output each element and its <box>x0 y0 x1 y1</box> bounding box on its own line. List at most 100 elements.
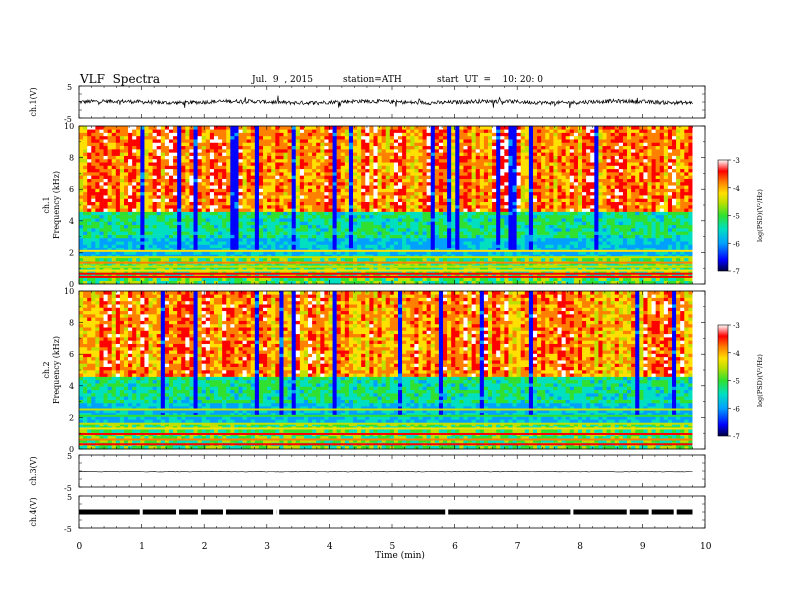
spectrogram-cell <box>267 270 272 275</box>
spectrogram-cell <box>308 205 313 209</box>
spectrogram-cell <box>189 208 194 212</box>
spectrogram-cell <box>434 135 440 140</box>
spectrogram-cell <box>393 172 399 176</box>
spectrogram-cell <box>79 149 84 153</box>
spectrogram-cell <box>87 218 92 222</box>
spectrogram-cell <box>471 211 477 216</box>
spectrogram-cell <box>373 155 378 160</box>
spectrogram-cell <box>271 244 276 249</box>
spectrogram-cell <box>250 277 256 282</box>
spectrogram-cell <box>271 241 276 245</box>
spectrogram-cell <box>189 178 194 183</box>
spectrogram-cell <box>148 221 153 226</box>
spectrogram-cell <box>91 208 96 212</box>
spectrogram-cell <box>201 224 207 229</box>
spectrogram-cell <box>123 178 129 183</box>
spectrogram-cell <box>418 168 423 173</box>
spectrogram-cell <box>406 132 411 137</box>
spectrogram-cell <box>332 241 337 245</box>
spectrogram-cell <box>197 201 202 206</box>
spectrogram-cell <box>463 132 468 137</box>
spectrogram-cell <box>463 145 468 150</box>
spectrogram-cell <box>443 195 448 199</box>
spectrogram-cell <box>156 149 162 153</box>
spectrogram-cell <box>263 237 268 242</box>
spectrogram-cell <box>287 277 292 282</box>
spectrogram-cell <box>119 211 125 216</box>
spectrogram-cell <box>185 155 190 160</box>
spectrogram-cell <box>91 139 96 143</box>
spectrogram-cell <box>177 237 182 242</box>
spectrogram-cell <box>463 152 468 156</box>
spectrogram-cell <box>299 195 305 199</box>
spectrogram-cell <box>303 211 309 216</box>
spectrogram-cell <box>103 277 108 282</box>
spectrogram-cell <box>467 201 472 206</box>
spectrogram-cell <box>430 231 436 235</box>
spectrogram-cell <box>279 244 284 249</box>
spectrogram-cell <box>479 155 485 160</box>
spectrogram-cell <box>406 228 411 232</box>
spectrogram-cell <box>328 208 333 212</box>
spectrogram-cell <box>332 218 337 222</box>
spectrogram-cell <box>250 152 256 156</box>
spectrogram-cell <box>173 244 178 249</box>
spectrogram-cell <box>99 158 104 163</box>
spectrogram-cell <box>197 214 202 219</box>
spectrogram-cell <box>447 172 452 176</box>
spectrogram-cell <box>291 149 297 153</box>
spectrogram-cell <box>115 234 121 239</box>
spectrogram-cell <box>483 168 489 173</box>
spectrogram-cell <box>369 257 374 262</box>
spectrogram-cell <box>213 168 219 173</box>
spectrogram-cell <box>295 247 301 252</box>
spectrogram-cell <box>119 228 125 232</box>
spectrogram-cell <box>213 198 219 203</box>
spectrogram-cell <box>455 181 460 186</box>
spectrogram-cell <box>328 277 333 282</box>
spectrogram-cell <box>471 247 477 252</box>
spectrogram-cell <box>398 155 403 160</box>
spectrogram-cell <box>152 168 158 173</box>
spectrogram-cell <box>140 188 145 193</box>
spectrogram-cell <box>418 126 423 130</box>
spectrogram-cell <box>467 224 472 229</box>
spectrogram-cell <box>402 168 407 173</box>
spectrogram-cell <box>459 201 464 206</box>
spectrogram-cell <box>467 241 472 245</box>
spectrogram-cell <box>332 234 337 239</box>
spectrogram-cell <box>308 270 313 275</box>
spectrogram-cell <box>136 168 141 173</box>
spectrogram-cell <box>287 191 292 196</box>
spectrogram-cell <box>471 280 477 285</box>
spectrogram-cell <box>398 185 403 189</box>
spectrogram-cell <box>209 178 215 183</box>
spectrogram-cell <box>475 168 481 173</box>
spectrogram-cell <box>467 237 472 242</box>
spectrogram-cell <box>115 181 121 186</box>
spectrogram-cell <box>234 211 239 216</box>
spectrogram-cell <box>283 142 288 147</box>
spectrogram-cell <box>328 214 333 219</box>
spectrogram-cell <box>373 132 378 137</box>
spectrogram-cell <box>156 155 162 160</box>
spectrogram-cell <box>234 267 239 272</box>
spectrogram-cell <box>279 172 284 176</box>
spectrogram-cell <box>451 139 456 143</box>
spectrogram-cell <box>283 221 288 226</box>
spectrogram-cell <box>348 214 354 219</box>
spectrogram-cell <box>95 129 100 133</box>
spectrogram-cell <box>295 214 301 219</box>
spectrogram-cell <box>353 214 358 219</box>
spectrogram-cell <box>361 152 366 156</box>
spectrogram-cell <box>373 267 378 272</box>
spectrogram-cell <box>406 247 411 252</box>
spectrogram-cell <box>164 218 170 222</box>
spectrogram-cell <box>336 132 342 137</box>
spectrogram-cell <box>332 142 337 147</box>
spectrogram-cell <box>373 142 378 147</box>
spectrogram-cell <box>246 270 252 275</box>
spectrogram-cell <box>357 224 362 229</box>
spectrogram-cell <box>234 241 239 245</box>
spectrogram-cell <box>365 185 370 189</box>
